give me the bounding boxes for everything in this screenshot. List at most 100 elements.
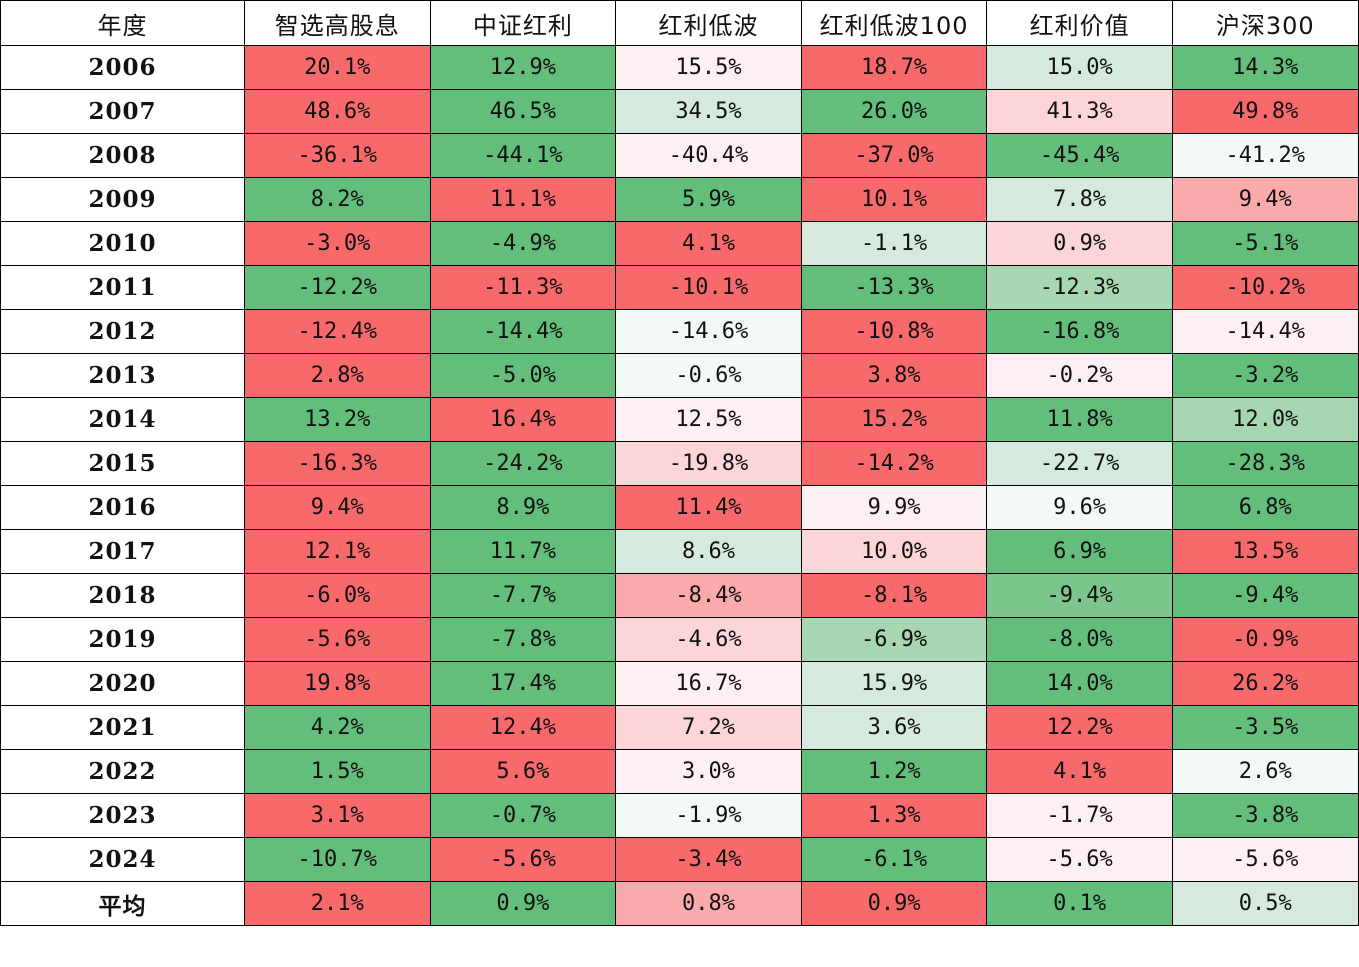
value-cell: 15.0%: [986, 45, 1173, 90]
value-cell: 18.7%: [800, 45, 988, 90]
value-cell: 41.3%: [986, 89, 1173, 134]
table-row: 2024 -10.7% -5.6% -3.4% -6.1% -5.6% -5.6%: [0, 837, 1359, 882]
value-cell: 4.1%: [615, 221, 802, 266]
row-label: 2014: [0, 397, 245, 442]
value-cell: -24.2%: [429, 441, 617, 486]
value-cell: 15.5%: [615, 45, 802, 90]
value-cell: -7.7%: [429, 573, 617, 618]
value-cell: 1.2%: [800, 749, 988, 794]
row-label: 2017: [0, 529, 245, 574]
value-cell: -0.6%: [615, 353, 802, 398]
value-cell: -13.3%: [800, 265, 988, 310]
row-label: 2011: [0, 265, 245, 310]
value-cell: 48.6%: [244, 89, 431, 134]
header-year: 年度: [0, 0, 245, 46]
value-cell: -3.2%: [1171, 353, 1359, 398]
value-cell: -6.1%: [800, 837, 988, 882]
row-label: 2022: [0, 749, 245, 794]
row-label: 2013: [0, 353, 245, 398]
value-cell: -9.4%: [1171, 573, 1359, 618]
value-cell: -12.2%: [244, 265, 431, 310]
returns-heatmap-table: 年度 智选高股息 中证红利 红利低波 红利低波100 红利价值 沪深300 20…: [0, 0, 1359, 926]
row-label: 2012: [0, 309, 245, 354]
table-row: 2009 8.2% 11.1% 5.9% 10.1% 7.8% 9.4%: [0, 177, 1359, 222]
row-label: 2006: [0, 45, 245, 90]
header-col-1: 智选高股息: [244, 0, 431, 46]
table-body: 2006 20.1% 12.9% 15.5% 18.7% 15.0% 14.3% 2007 48…: [0, 45, 1359, 926]
value-cell: -3.8%: [1171, 793, 1359, 838]
value-cell: -11.3%: [429, 265, 617, 310]
value-cell: 8.6%: [615, 529, 802, 574]
value-cell: -5.1%: [1171, 221, 1359, 266]
row-label: 2008: [0, 133, 245, 178]
table-row: 2015 -16.3% -24.2% -19.8% -14.2% -22.7% -28.3%: [0, 441, 1359, 486]
value-cell: 9.4%: [1171, 177, 1359, 222]
value-cell: 0.5%: [1171, 881, 1359, 926]
value-cell: 6.8%: [1171, 485, 1359, 530]
table-row: 2018 -6.0% -7.7% -8.4% -8.1% -9.4% -9.4%: [0, 573, 1359, 618]
row-label: 2018: [0, 573, 245, 618]
value-cell: 3.1%: [244, 793, 431, 838]
value-cell: 19.8%: [244, 661, 431, 706]
value-cell: -14.6%: [615, 309, 802, 354]
value-cell: 17.4%: [429, 661, 617, 706]
value-cell: 20.1%: [244, 45, 431, 90]
value-cell: -0.2%: [986, 353, 1173, 398]
table-row: 2013 2.8% -5.0% -0.6% 3.8% -0.2% -3.2%: [0, 353, 1359, 398]
value-cell: -4.9%: [429, 221, 617, 266]
value-cell: -10.1%: [615, 265, 802, 310]
value-cell: 1.3%: [800, 793, 988, 838]
value-cell: 0.8%: [615, 881, 802, 926]
value-cell: 26.2%: [1171, 661, 1359, 706]
value-cell: 13.5%: [1171, 529, 1359, 574]
value-cell: 11.4%: [615, 485, 802, 530]
table-row: 2019 -5.6% -7.8% -4.6% -6.9% -8.0% -0.9%: [0, 617, 1359, 662]
row-label: 2024: [0, 837, 245, 882]
value-cell: -44.1%: [429, 133, 617, 178]
value-cell: -40.4%: [615, 133, 802, 178]
header-col-3: 红利低波: [615, 0, 802, 46]
value-cell: 49.8%: [1171, 89, 1359, 134]
table-row: 2011 -12.2% -11.3% -10.1% -13.3% -12.3% -10.2%: [0, 265, 1359, 310]
value-cell: -14.4%: [429, 309, 617, 354]
value-cell: 0.1%: [986, 881, 1173, 926]
row-label: 2010: [0, 221, 245, 266]
row-label: 2019: [0, 617, 245, 662]
header-row: 年度 智选高股息 中证红利 红利低波 红利低波100 红利价值 沪深300: [0, 0, 1359, 46]
value-cell: 46.5%: [429, 89, 617, 134]
value-cell: -4.6%: [615, 617, 802, 662]
table-row: 2008 -36.1% -44.1% -40.4% -37.0% -45.4% -41.2%: [0, 133, 1359, 178]
table-row: 2023 3.1% -0.7% -1.9% 1.3% -1.7% -3.8%: [0, 793, 1359, 838]
value-cell: 11.7%: [429, 529, 617, 574]
value-cell: 9.4%: [244, 485, 431, 530]
value-cell: 12.9%: [429, 45, 617, 90]
value-cell: 4.1%: [986, 749, 1173, 794]
value-cell: 5.6%: [429, 749, 617, 794]
value-cell: 1.5%: [244, 749, 431, 794]
value-cell: 11.8%: [986, 397, 1173, 442]
table-row: 2017 12.1% 11.7% 8.6% 10.0% 6.9% 13.5%: [0, 529, 1359, 574]
value-cell: 14.0%: [986, 661, 1173, 706]
value-cell: 13.2%: [244, 397, 431, 442]
table-row: 平均 2.1% 0.9% 0.8% 0.9% 0.1% 0.5%: [0, 881, 1359, 926]
value-cell: 2.1%: [244, 881, 431, 926]
value-cell: -22.7%: [986, 441, 1173, 486]
value-cell: -16.3%: [244, 441, 431, 486]
value-cell: -36.1%: [244, 133, 431, 178]
value-cell: 9.9%: [800, 485, 988, 530]
row-label: 2007: [0, 89, 245, 134]
value-cell: -8.4%: [615, 573, 802, 618]
value-cell: -8.0%: [986, 617, 1173, 662]
value-cell: 15.2%: [800, 397, 988, 442]
value-cell: 5.9%: [615, 177, 802, 222]
table-row: 2021 4.2% 12.4% 7.2% 3.6% 12.2% -3.5%: [0, 705, 1359, 750]
value-cell: 2.6%: [1171, 749, 1359, 794]
value-cell: 9.6%: [986, 485, 1173, 530]
value-cell: -10.8%: [800, 309, 988, 354]
row-label: 2021: [0, 705, 245, 750]
value-cell: 8.9%: [429, 485, 617, 530]
table-row: 2016 9.4% 8.9% 11.4% 9.9% 9.6% 6.8%: [0, 485, 1359, 530]
row-label: 2023: [0, 793, 245, 838]
value-cell: 0.9%: [986, 221, 1173, 266]
table-row: 2014 13.2% 16.4% 12.5% 15.2% 11.8% 12.0%: [0, 397, 1359, 442]
